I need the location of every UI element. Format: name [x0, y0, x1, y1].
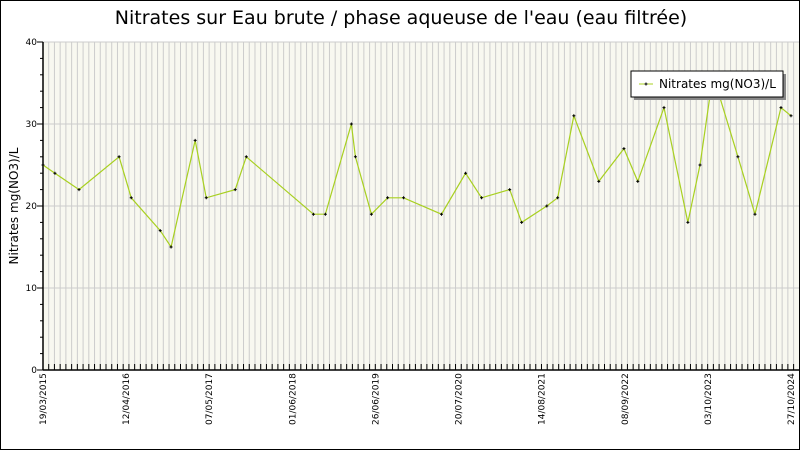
data-point-marker — [41, 163, 45, 167]
x-tick-label: 26/06/2019 — [371, 373, 381, 425]
data-point-marker — [736, 155, 740, 159]
data-point-marker — [480, 196, 484, 200]
data-point-marker — [789, 114, 793, 118]
data-point-marker — [402, 196, 406, 200]
data-point — [353, 155, 357, 159]
data-point-marker — [349, 122, 353, 126]
x-tick-label: 27/10/2024 — [787, 373, 797, 425]
data-point — [129, 196, 133, 200]
data-point — [662, 106, 666, 110]
data-point-marker — [323, 212, 327, 216]
y-tick-label: 20 — [26, 202, 38, 212]
x-tick-label: 12/04/2016 — [122, 373, 132, 425]
x-tick-label: 03/10/2023 — [704, 373, 714, 425]
data-point-marker — [556, 196, 560, 200]
data-point — [193, 138, 197, 142]
data-point — [736, 155, 740, 159]
y-axis-label: Nitrates mg(NO3)/L — [7, 147, 21, 264]
data-point — [698, 163, 702, 167]
data-point-marker — [440, 212, 444, 216]
data-point — [508, 188, 512, 192]
data-point — [622, 147, 626, 151]
data-point-marker — [520, 220, 524, 224]
data-point-marker — [204, 196, 208, 200]
data-point — [204, 196, 208, 200]
data-point — [402, 196, 406, 200]
data-point — [789, 114, 793, 118]
x-tick-label: 20/07/2020 — [455, 373, 465, 425]
data-point-marker — [698, 163, 702, 167]
y-tick-label: 10 — [26, 284, 38, 294]
data-point — [556, 196, 560, 200]
data-point-marker — [572, 114, 576, 118]
data-point — [77, 188, 81, 192]
x-tick-label: 14/08/2021 — [538, 373, 548, 425]
data-point — [41, 163, 45, 167]
data-point-marker — [386, 196, 390, 200]
data-point — [779, 106, 783, 110]
data-point — [323, 212, 327, 216]
data-point-marker — [233, 188, 237, 192]
data-point — [369, 212, 373, 216]
x-tick-label: 19/03/2015 — [39, 373, 49, 425]
x-tick-label: 01/06/2018 — [288, 373, 298, 425]
data-point — [158, 229, 162, 233]
chart-title: Nitrates sur Eau brute / phase aqueuse d… — [114, 7, 688, 29]
legend-box — [630, 70, 784, 98]
legend-label: Nitrates mg(NO3)/L — [659, 77, 776, 91]
data-point-marker — [77, 188, 81, 192]
data-point-marker — [158, 229, 162, 233]
data-point — [386, 196, 390, 200]
data-point-marker — [686, 220, 690, 224]
data-point-marker — [597, 179, 601, 183]
data-point — [233, 188, 237, 192]
data-point-marker — [311, 212, 315, 216]
data-point — [244, 155, 248, 159]
data-point — [686, 220, 690, 224]
data-point — [169, 245, 173, 249]
data-point — [753, 212, 757, 216]
y-tick-label: 40 — [26, 38, 38, 48]
x-tick-label: 07/05/2017 — [205, 373, 215, 425]
data-point-marker — [117, 155, 121, 159]
data-point-marker — [545, 204, 549, 208]
data-point — [464, 171, 468, 175]
data-point-marker — [193, 138, 197, 142]
data-point-marker — [662, 106, 666, 110]
data-point-marker — [636, 179, 640, 183]
data-point-marker — [753, 212, 757, 216]
data-point — [53, 171, 57, 175]
data-point-marker — [464, 171, 468, 175]
data-point — [440, 212, 444, 216]
data-point — [311, 212, 315, 216]
data-point-marker — [169, 245, 173, 249]
data-point — [545, 204, 549, 208]
data-point — [349, 122, 353, 126]
y-tick-label: 30 — [26, 120, 38, 130]
data-point — [480, 196, 484, 200]
data-point-marker — [622, 147, 626, 151]
data-point-marker — [369, 212, 373, 216]
data-point — [636, 179, 640, 183]
x-tick-label: 08/09/2022 — [621, 373, 631, 425]
data-point-marker — [508, 188, 512, 192]
data-point — [572, 114, 576, 118]
data-point — [520, 220, 524, 224]
legend-marker-swatch — [644, 82, 648, 86]
data-point — [117, 155, 121, 159]
data-point-marker — [353, 155, 357, 159]
data-point — [597, 179, 601, 183]
data-point-marker — [53, 171, 57, 175]
data-point-marker — [244, 155, 248, 159]
y-tick-label: 0 — [31, 366, 37, 376]
data-point-marker — [779, 106, 783, 110]
data-point-marker — [129, 196, 133, 200]
